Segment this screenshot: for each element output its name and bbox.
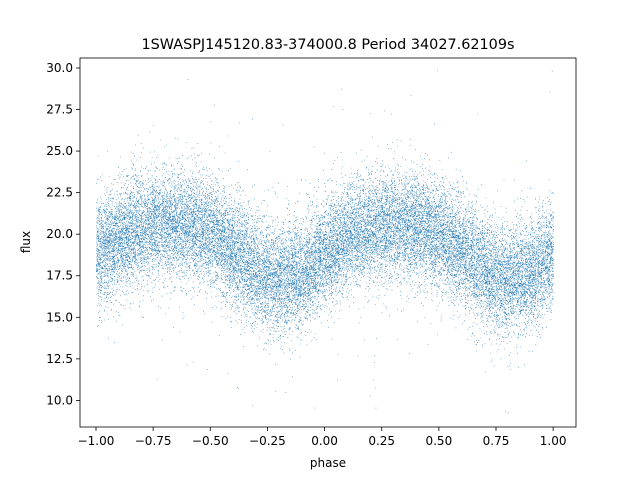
x-tick-label: 0.50 xyxy=(425,434,452,448)
plot-area xyxy=(79,57,577,428)
y-tick-label: 15.0 xyxy=(46,310,73,324)
y-tick-label: 27.5 xyxy=(46,103,73,117)
chart-title: 1SWASPJ145120.83-374000.8 Period 34027.6… xyxy=(142,37,515,53)
x-tick-label: −0.25 xyxy=(249,434,286,448)
y-tick-label: 12.5 xyxy=(46,352,73,366)
x-tick-label: 1.00 xyxy=(540,434,567,448)
y-axis: 10.0 12.5 15.0 17.5 20.0 22.5 25.0 27.5 30.0 xyxy=(46,61,80,407)
x-tick-label: 0.25 xyxy=(368,434,395,448)
x-tick-label: 0.00 xyxy=(311,434,338,448)
scatter-point-cloud xyxy=(96,69,554,414)
x-tick-label: −0.75 xyxy=(135,434,172,448)
y-tick-label: 20.0 xyxy=(46,227,73,241)
y-tick-label: 25.0 xyxy=(46,144,73,158)
y-tick-label: 10.0 xyxy=(46,393,73,407)
plot-frame xyxy=(79,57,577,428)
y-tick-label: 17.5 xyxy=(46,269,73,283)
x-axis-label: phase xyxy=(310,456,346,470)
y-axis-label: flux xyxy=(19,231,33,253)
x-tick-label: 0.75 xyxy=(483,434,510,448)
scatter-points xyxy=(96,69,554,414)
x-axis: −1.00 −0.75 −0.50 −0.25 0.00 0.25 0.50 0.75 1.00 xyxy=(78,427,567,448)
y-tick-label: 30.0 xyxy=(46,61,73,75)
x-tick-label: −1.00 xyxy=(78,434,115,448)
y-tick-label: 22.5 xyxy=(46,186,73,200)
x-tick-label: −0.50 xyxy=(192,434,229,448)
